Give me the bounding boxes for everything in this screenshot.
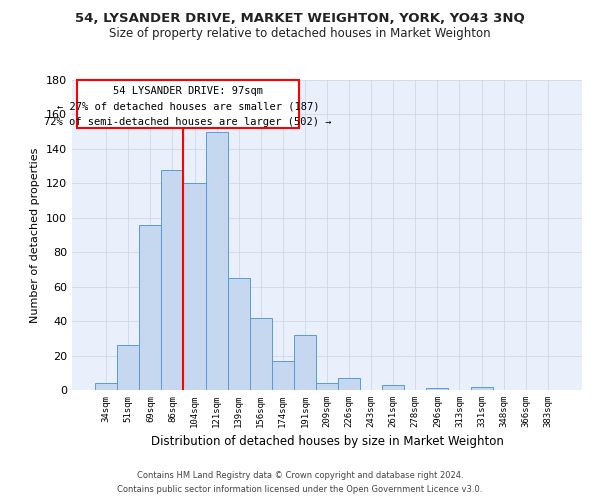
Bar	[382, 385, 404, 390]
Bar	[206, 132, 227, 390]
Y-axis label: Number of detached properties: Number of detached properties	[31, 148, 40, 322]
Text: Contains public sector information licensed under the Open Government Licence v3: Contains public sector information licen…	[118, 484, 482, 494]
Bar	[316, 383, 338, 390]
Bar	[139, 224, 161, 390]
Text: 54, LYSANDER DRIVE, MARKET WEIGHTON, YORK, YO43 3NQ: 54, LYSANDER DRIVE, MARKET WEIGHTON, YOR…	[75, 12, 525, 26]
Bar	[470, 386, 493, 390]
FancyBboxPatch shape	[77, 80, 299, 128]
Bar	[272, 360, 294, 390]
Text: ← 27% of detached houses are smaller (187): ← 27% of detached houses are smaller (18…	[57, 102, 319, 112]
Text: 72% of semi-detached houses are larger (502) →: 72% of semi-detached houses are larger (…	[44, 118, 332, 128]
Bar	[161, 170, 184, 390]
Bar	[294, 335, 316, 390]
Bar	[95, 383, 117, 390]
Bar	[427, 388, 448, 390]
X-axis label: Distribution of detached houses by size in Market Weighton: Distribution of detached houses by size …	[151, 436, 503, 448]
Bar	[338, 378, 360, 390]
Bar	[227, 278, 250, 390]
Text: Contains HM Land Registry data © Crown copyright and database right 2024.: Contains HM Land Registry data © Crown c…	[137, 472, 463, 480]
Text: Size of property relative to detached houses in Market Weighton: Size of property relative to detached ho…	[109, 28, 491, 40]
Bar	[117, 345, 139, 390]
Text: 54 LYSANDER DRIVE: 97sqm: 54 LYSANDER DRIVE: 97sqm	[113, 86, 263, 96]
Bar	[184, 184, 206, 390]
Bar	[250, 318, 272, 390]
